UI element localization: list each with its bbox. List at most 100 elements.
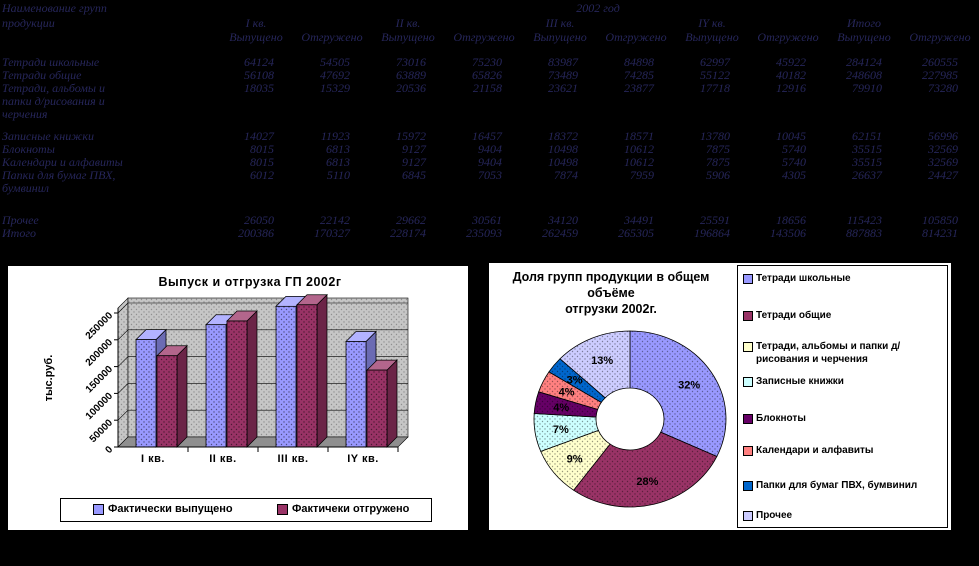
table-cell-value: 10612 (624, 155, 654, 169)
table-cell-value: 10612 (624, 142, 654, 156)
bar-front (296, 304, 318, 448)
table-cell-value: 62997 (700, 55, 730, 69)
table-cell-value: 7959 (630, 168, 654, 182)
year-header: 2002 год (576, 1, 620, 15)
bar-front (275, 305, 297, 448)
bar-chart-plot-area: I кв. II кв. III кв. IY кв.0500001000001500… (84, 293, 409, 465)
legend-item: Записные книжки (743, 375, 941, 388)
bar-front (205, 324, 227, 448)
bar-front (135, 339, 157, 448)
table-cell-value: 262459 (542, 226, 578, 240)
measure-header: Выпущено (685, 30, 739, 44)
table-cell-value: 143506 (770, 226, 806, 240)
legend-item-label: Записные книжки (756, 376, 844, 387)
table-cell-value: 83987 (548, 55, 578, 69)
table-cell-value: 45922 (776, 55, 806, 69)
measure-header: Отгружено (453, 30, 515, 44)
table-cell-value: 7875 (706, 142, 730, 156)
pie-chart-plot-area: 32%28%9%7%4%4%3%13% (533, 330, 727, 508)
table-cell-value: 34120 (548, 213, 578, 227)
y-axis-tick-label: 150000 (84, 364, 116, 396)
measure-header: Отгружено (301, 30, 363, 44)
table-cell-value: 62151 (852, 129, 882, 143)
table-row: Записные книжки 14027 11923 15972 16457 18372… (0, 130, 978, 143)
table-cell-value: 73016 (396, 55, 426, 69)
table-cell-value: 18035 (244, 81, 274, 95)
legend-item: Блокноты (743, 412, 941, 425)
x-axis-label: IY кв. (347, 453, 379, 465)
table-cell-value: 200386 (238, 226, 274, 240)
table-cell-value: 7874 (554, 168, 578, 182)
row-label: Итого (0, 227, 218, 240)
gridline-side (117, 409, 129, 421)
legend-item-label: Тетради общие (756, 310, 832, 321)
legend-item-label: Прочее (756, 510, 793, 521)
table-row: Итого 200386 170327 228174 235093 262459 26530… (0, 227, 978, 240)
pie-chart-title: Доля групп продукции в общем (513, 270, 710, 284)
table-cell-value: 196864 (694, 226, 730, 240)
table-cell-value: 5740 (782, 155, 806, 169)
table-cell-value: 10045 (776, 129, 806, 143)
bar-front (156, 355, 178, 448)
table-row: Прочее 26050 22142 29662 30561 34120 34491 2559… (0, 214, 978, 227)
row-label-line: Тетради, альбомы и (2, 81, 106, 95)
row-label-line: папки д/рисования и (2, 94, 105, 108)
bar-chart-title: Выпуск и отгрузка ГП 2002г (158, 275, 341, 289)
table-cell-value: 11923 (320, 129, 350, 143)
x-axis-label: I кв. (141, 453, 165, 465)
pie-chart-title: отгрузки 2002г. (565, 302, 657, 316)
table-cell-value: 74285 (624, 68, 654, 82)
row-label: Тетради школьные (0, 56, 218, 69)
table-name-header: продукции (2, 16, 55, 30)
legend-item-label: Блокноты (756, 413, 806, 424)
table-cell-value: 73280 (928, 81, 958, 95)
row-label-line: Папки для бумаг ПВХ, (2, 168, 116, 182)
table-cell-value: 65826 (472, 68, 502, 82)
legend-color-swatch (743, 511, 753, 521)
gridline-side (117, 329, 129, 341)
table-cell-value: 10498 (548, 155, 578, 169)
table-cell-value: 10498 (548, 142, 578, 156)
row-label: Блокноты (0, 143, 218, 156)
table-cell-value: 21158 (472, 81, 502, 95)
pie-percent-label: 9% (567, 453, 583, 465)
y-axis-tick-label: 250000 (84, 310, 116, 342)
table-cell-value: 54505 (320, 55, 350, 69)
table-cell-value: 56996 (928, 129, 958, 143)
table-name-header: Наименование групп (2, 1, 107, 15)
table-cell-value: 5906 (706, 168, 730, 182)
table-cell-value: 9127 (402, 142, 426, 156)
row-label-line: Тетради общие (2, 68, 82, 82)
bar-front (366, 369, 388, 448)
table-row: Блокноты 8015 6813 9127 9404 10498 10612 7875 57… (0, 143, 978, 156)
legend-item-label: Фактически выпущено (108, 503, 233, 515)
table-cell-value: 18571 (624, 129, 654, 143)
table-cell-value: 18372 (548, 129, 578, 143)
bar-front (345, 341, 367, 448)
measure-header: Выпущено (381, 30, 435, 44)
measure-header: Выпущено (837, 30, 891, 44)
table-cell-value: 63889 (396, 68, 426, 82)
legend-color-swatch (743, 446, 753, 456)
y-axis-tick-label: 100000 (84, 390, 116, 422)
table-cell-value: 35515 (852, 142, 882, 156)
legend-color-swatch (743, 414, 753, 424)
table-cell-value: 8015 (250, 155, 274, 169)
table-cell-value: 235093 (466, 226, 502, 240)
table-cell-value: 7875 (706, 155, 730, 169)
wall-side (117, 297, 129, 448)
bar-chart-y-axis-label: тыс.руб. (43, 355, 55, 402)
legend-item: Фактичеки отгружено (277, 503, 409, 515)
legend-item: Тетради, альбомы и папки д/рисования и ч… (743, 340, 941, 366)
legend-item-label: Тетради школьные (756, 273, 851, 284)
table-header-row: продукции I кв. II кв. III кв. IY кв. Итого (0, 17, 978, 31)
pie-percent-label: 28% (636, 476, 658, 488)
legend-item-label: Папки для бумаг ПВХ, бумвинил (756, 480, 918, 491)
table-cell-value: 22142 (320, 213, 350, 227)
table-cell-value: 105850 (922, 213, 958, 227)
quarter-header-cell: IY кв. (674, 17, 826, 31)
legend-item: Календари и алфавиты (743, 444, 941, 457)
table-cell-value: 228174 (390, 226, 426, 240)
legend-color-swatch (93, 503, 104, 515)
quarter-header-label: II кв. (395, 16, 421, 30)
